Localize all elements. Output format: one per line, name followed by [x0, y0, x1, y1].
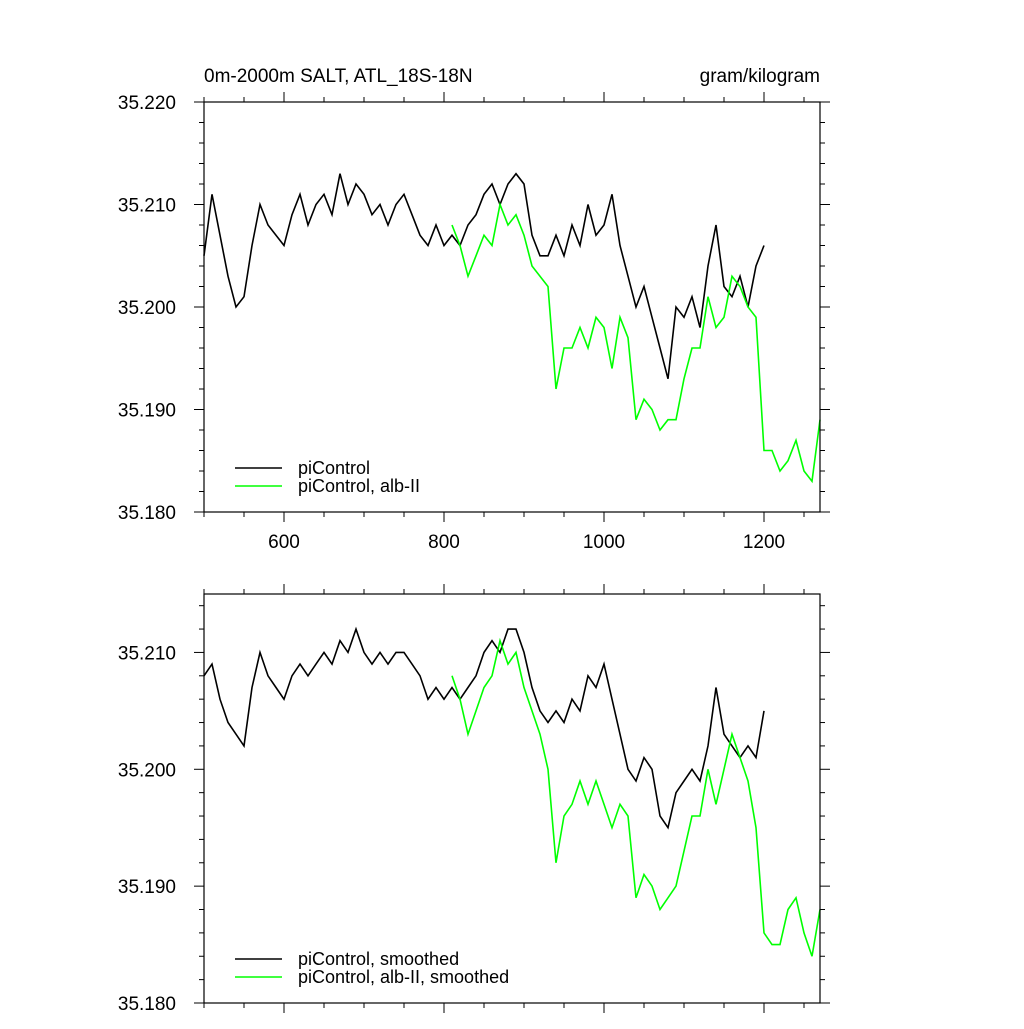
series-line-experiment — [451, 201, 821, 484]
bottom-panel: 35.180 35.190 35.200 35.210 piControl, smoot… — [118, 584, 830, 1015]
title-left: 0m-2000m SALT, ATL_18S-18N — [204, 66, 473, 87]
x-tick-label: 1200 — [743, 532, 785, 553]
x-tick-label: 800 — [428, 532, 460, 553]
x-tick-label: 1000 — [583, 532, 625, 553]
plot-frame — [203, 593, 821, 1004]
title-right: gram/kilogram — [700, 66, 820, 87]
series-line-control — [203, 626, 765, 830]
y-tick-label: 35.220 — [118, 93, 176, 114]
y-tick-label: 35.210 — [118, 643, 176, 664]
series-line-experiment — [451, 637, 821, 957]
y-tick-label: 35.190 — [118, 401, 176, 422]
legend-label: piControl, smoothed — [298, 949, 459, 969]
plot-frame — [203, 101, 821, 513]
legend-label: piControl — [298, 458, 370, 478]
y-tick-label: 35.200 — [118, 760, 176, 781]
y-tick-label: 35.180 — [118, 503, 176, 524]
series-line-control — [203, 172, 765, 380]
y-tick-label: 35.210 — [118, 196, 176, 217]
y-tick-label: 35.180 — [118, 994, 176, 1015]
y-tick-label: 35.200 — [118, 298, 176, 319]
legend-label: piControl, alb-II, smoothed — [298, 967, 509, 987]
top-panel: 600 800 1000 1200 35.180 35.190 35.200 35.210 35… — [118, 92, 830, 553]
legend-label: piControl, alb-II — [298, 476, 420, 496]
x-tick-label: 600 — [268, 532, 300, 553]
y-tick-label: 35.190 — [118, 877, 176, 898]
